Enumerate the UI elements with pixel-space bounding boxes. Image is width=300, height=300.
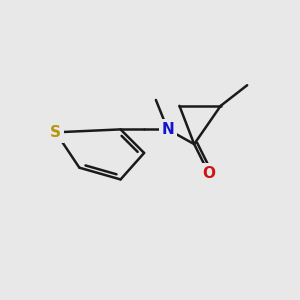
Text: S: S: [50, 125, 61, 140]
Text: N: N: [161, 122, 174, 137]
Text: O: O: [202, 166, 215, 181]
